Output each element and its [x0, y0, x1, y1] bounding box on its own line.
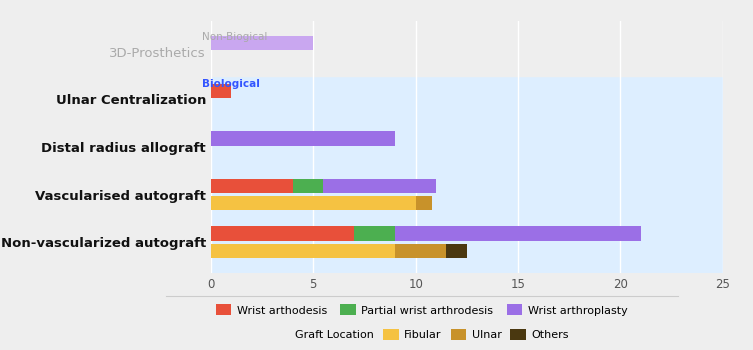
Bar — [211, 84, 231, 98]
Bar — [354, 226, 395, 241]
Bar — [211, 76, 723, 273]
Legend: Graft Location, Fibular, Ulnar, Others: Graft Location, Fibular, Ulnar, Others — [270, 324, 574, 344]
Bar — [324, 179, 436, 193]
Bar — [211, 21, 723, 76]
Bar — [211, 196, 416, 210]
Bar — [211, 226, 354, 241]
Bar — [211, 179, 293, 193]
Bar — [395, 226, 641, 241]
Text: Non-Biogical: Non-Biogical — [203, 32, 268, 42]
Bar — [211, 131, 395, 146]
Text: Biological: Biological — [203, 79, 261, 90]
Bar — [211, 36, 313, 50]
Bar — [395, 244, 447, 258]
Bar — [293, 179, 324, 193]
Bar — [447, 244, 467, 258]
Bar — [211, 244, 395, 258]
Bar — [416, 196, 432, 210]
Legend: Wrist arthodesis, Partial wrist arthrodesis, Wrist arthroplasty: Wrist arthodesis, Partial wrist arthrode… — [212, 300, 632, 320]
